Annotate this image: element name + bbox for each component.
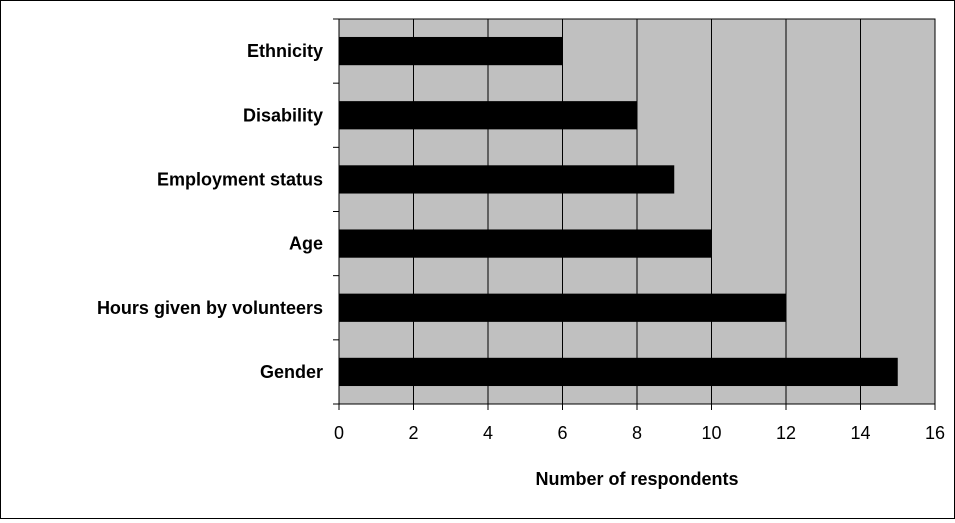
- bar: [339, 293, 786, 322]
- bar: [339, 357, 898, 387]
- x-tick-label: 16: [925, 423, 945, 443]
- y-category-label: Gender: [260, 362, 323, 382]
- y-category-label: Hours given by volunteers: [97, 298, 323, 318]
- x-tick-label: 0: [334, 423, 344, 443]
- y-category-label: Age: [289, 234, 323, 254]
- x-tick-label: 2: [408, 423, 418, 443]
- x-tick-label: 14: [850, 423, 870, 443]
- x-tick-label: 8: [632, 423, 642, 443]
- bar: [339, 101, 637, 130]
- bar: [339, 165, 675, 194]
- x-axis-title: Number of respondents: [535, 469, 738, 489]
- x-tick-label: 12: [776, 423, 796, 443]
- x-tick-label: 6: [557, 423, 567, 443]
- y-category-label: Employment status: [157, 169, 323, 189]
- y-category-label: Disability: [243, 105, 323, 125]
- bar: [339, 36, 563, 66]
- bar: [339, 229, 712, 258]
- y-category-label: Ethnicity: [247, 41, 323, 61]
- x-tick-label: 4: [483, 423, 493, 443]
- x-tick-label: 10: [701, 423, 721, 443]
